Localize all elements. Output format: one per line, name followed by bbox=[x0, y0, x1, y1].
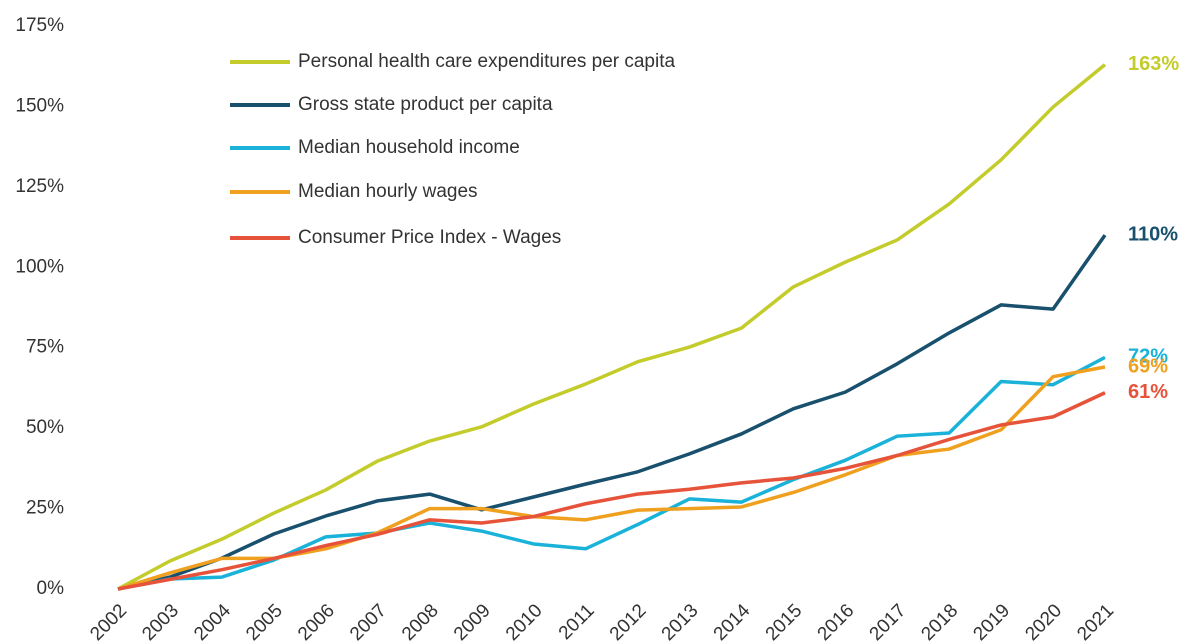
series-line bbox=[117, 391, 1106, 591]
series-line bbox=[117, 234, 1107, 591]
series-line bbox=[117, 63, 1107, 591]
x-tick-label: 2013 bbox=[658, 600, 703, 644]
y-tick-label: 75% bbox=[26, 337, 64, 358]
x-tick-label: 2016 bbox=[814, 600, 859, 644]
legend-label: Median household income bbox=[298, 137, 520, 158]
end-label: 163% bbox=[1128, 53, 1179, 75]
end-label: 69% bbox=[1128, 355, 1168, 377]
x-tick-label: 2006 bbox=[294, 600, 339, 644]
end-label: 61% bbox=[1128, 381, 1168, 403]
x-tick-label: 2008 bbox=[398, 600, 443, 644]
x-tick-label: 2005 bbox=[242, 600, 287, 644]
x-tick-label: 2018 bbox=[917, 600, 962, 644]
x-tick-label: 2009 bbox=[450, 600, 495, 644]
x-tick-label: 2004 bbox=[190, 600, 235, 644]
x-tick-label: 2020 bbox=[1021, 600, 1066, 644]
x-tick-label: 2002 bbox=[86, 600, 131, 644]
legend-label: Median hourly wages bbox=[298, 181, 478, 202]
x-tick-label: 2012 bbox=[606, 600, 651, 644]
x-tick-label: 2021 bbox=[1073, 600, 1118, 644]
end-label: 110% bbox=[1128, 223, 1178, 245]
x-tick-label: 2010 bbox=[502, 600, 547, 644]
end-label: 72% bbox=[1128, 346, 1168, 368]
series-line bbox=[117, 355, 1106, 591]
x-tick-label: 2007 bbox=[346, 600, 391, 644]
y-tick-label: 50% bbox=[26, 417, 64, 438]
y-tick-label: 25% bbox=[26, 498, 64, 519]
y-tick-label: 125% bbox=[15, 176, 64, 197]
x-tick-label: 2019 bbox=[969, 600, 1014, 644]
y-tick-label: 0% bbox=[37, 578, 65, 599]
x-tick-label: 2017 bbox=[866, 600, 911, 644]
x-tick-label: 2015 bbox=[762, 600, 807, 644]
x-tick-label: 2011 bbox=[555, 600, 599, 644]
y-tick-label: 175% bbox=[15, 15, 64, 36]
x-tick-label: 2014 bbox=[710, 600, 755, 644]
legend-label: Gross state product per capita bbox=[298, 94, 553, 115]
legend-label: Consumer Price Index - Wages bbox=[298, 227, 561, 248]
legend-label: Personal health care expenditures per ca… bbox=[298, 51, 676, 72]
y-tick-label: 100% bbox=[15, 256, 64, 277]
y-tick-label: 150% bbox=[15, 95, 64, 116]
x-tick-label: 2003 bbox=[138, 600, 183, 644]
